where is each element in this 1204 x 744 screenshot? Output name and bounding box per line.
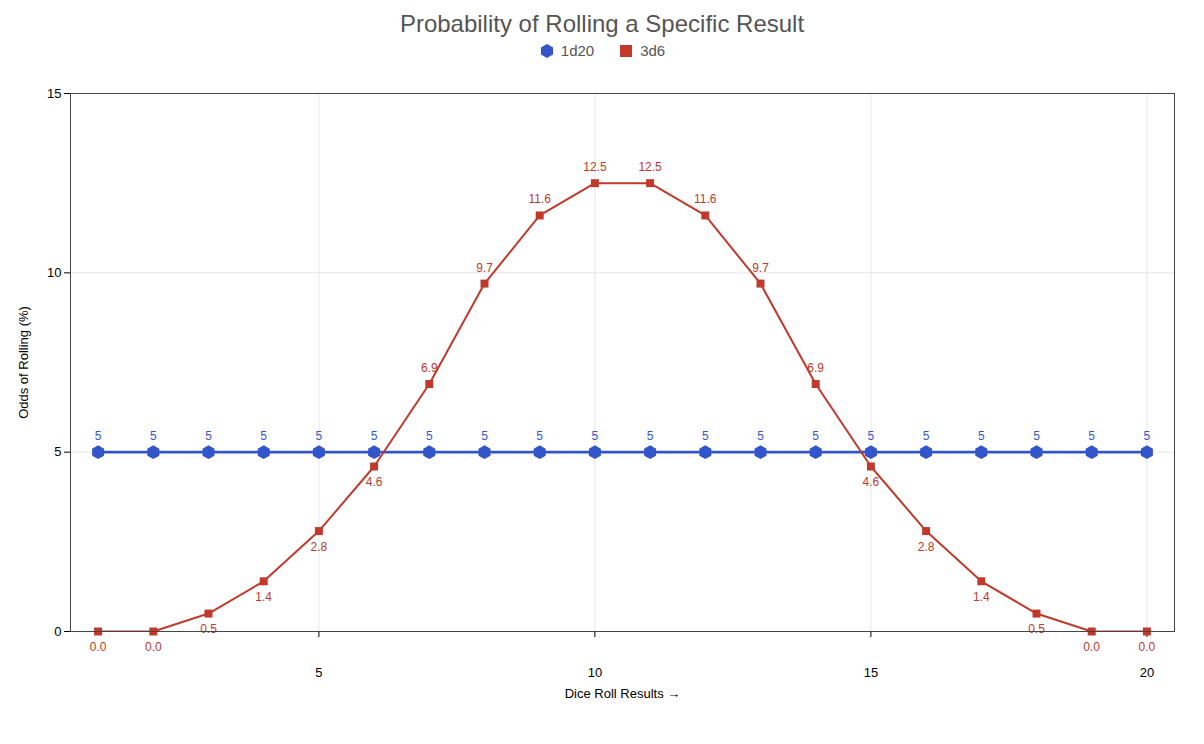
- svg-text:6.9: 6.9: [421, 361, 438, 375]
- svg-text:10: 10: [588, 665, 602, 680]
- svg-text:0.0: 0.0: [145, 640, 162, 654]
- svg-text:5: 5: [592, 429, 599, 443]
- html-text:Probability of Rolling a Speci: Probability of Rolling a Specific Result: [399, 10, 805, 37]
- svg-text:5: 5: [1144, 429, 1151, 443]
- svg-text:5: 5: [923, 429, 930, 443]
- svg-text:1.4: 1.4: [973, 590, 990, 604]
- svg-text:1.4: 1.4: [255, 590, 272, 604]
- svg-text:11.6: 11.6: [528, 192, 551, 206]
- html-text:1d20: 1d20: [560, 42, 595, 59]
- svg-text:6.9: 6.9: [807, 361, 824, 375]
- svg-text:2.8: 2.8: [311, 540, 328, 554]
- svg-text:5: 5: [1033, 429, 1040, 443]
- svg-text:5: 5: [371, 429, 378, 443]
- svg-text:5: 5: [812, 429, 819, 443]
- svg-text:5: 5: [536, 429, 543, 443]
- html-text:3d6: 3d6: [640, 42, 666, 59]
- svg-text:15: 15: [864, 665, 878, 680]
- svg-text:0.5: 0.5: [1028, 622, 1045, 636]
- svg-text:5: 5: [95, 429, 102, 443]
- svg-text:Odds of Rolling (%): Odds of Rolling (%): [16, 306, 31, 419]
- svg-text:5: 5: [260, 429, 267, 443]
- svg-text:5: 5: [868, 429, 875, 443]
- svg-text:12.5: 12.5: [583, 160, 607, 174]
- svg-text:0.5: 0.5: [200, 622, 217, 636]
- svg-text:15: 15: [47, 86, 61, 101]
- svg-text:9.7: 9.7: [476, 261, 493, 275]
- svg-text:5: 5: [315, 665, 322, 680]
- svg-text:5: 5: [150, 429, 157, 443]
- svg-text:11.6: 11.6: [694, 192, 717, 206]
- svg-text:0.0: 0.0: [90, 640, 107, 654]
- svg-text:5: 5: [702, 429, 709, 443]
- svg-text:5: 5: [54, 444, 61, 459]
- svg-text:4.6: 4.6: [366, 475, 383, 489]
- svg-text:5: 5: [205, 429, 212, 443]
- svg-text:10: 10: [47, 265, 61, 280]
- svg-text:12.5: 12.5: [638, 160, 662, 174]
- svg-text:0.0: 0.0: [1083, 640, 1100, 654]
- svg-text:0: 0: [54, 624, 61, 639]
- svg-text:Dice Roll Results →: Dice Roll Results →: [565, 686, 681, 701]
- svg-text:5: 5: [978, 429, 985, 443]
- svg-text:5: 5: [316, 429, 323, 443]
- svg-text:9.7: 9.7: [752, 261, 769, 275]
- svg-text:5: 5: [1088, 429, 1095, 443]
- svg-text:20: 20: [1140, 665, 1154, 680]
- svg-text:0.0: 0.0: [1139, 640, 1156, 654]
- svg-text:5: 5: [426, 429, 433, 443]
- svg-text:5: 5: [481, 429, 488, 443]
- svg-text:4.6: 4.6: [863, 475, 880, 489]
- svg-text:5: 5: [647, 429, 654, 443]
- svg-text:2.8: 2.8: [918, 540, 935, 554]
- svg-text:5: 5: [757, 429, 764, 443]
